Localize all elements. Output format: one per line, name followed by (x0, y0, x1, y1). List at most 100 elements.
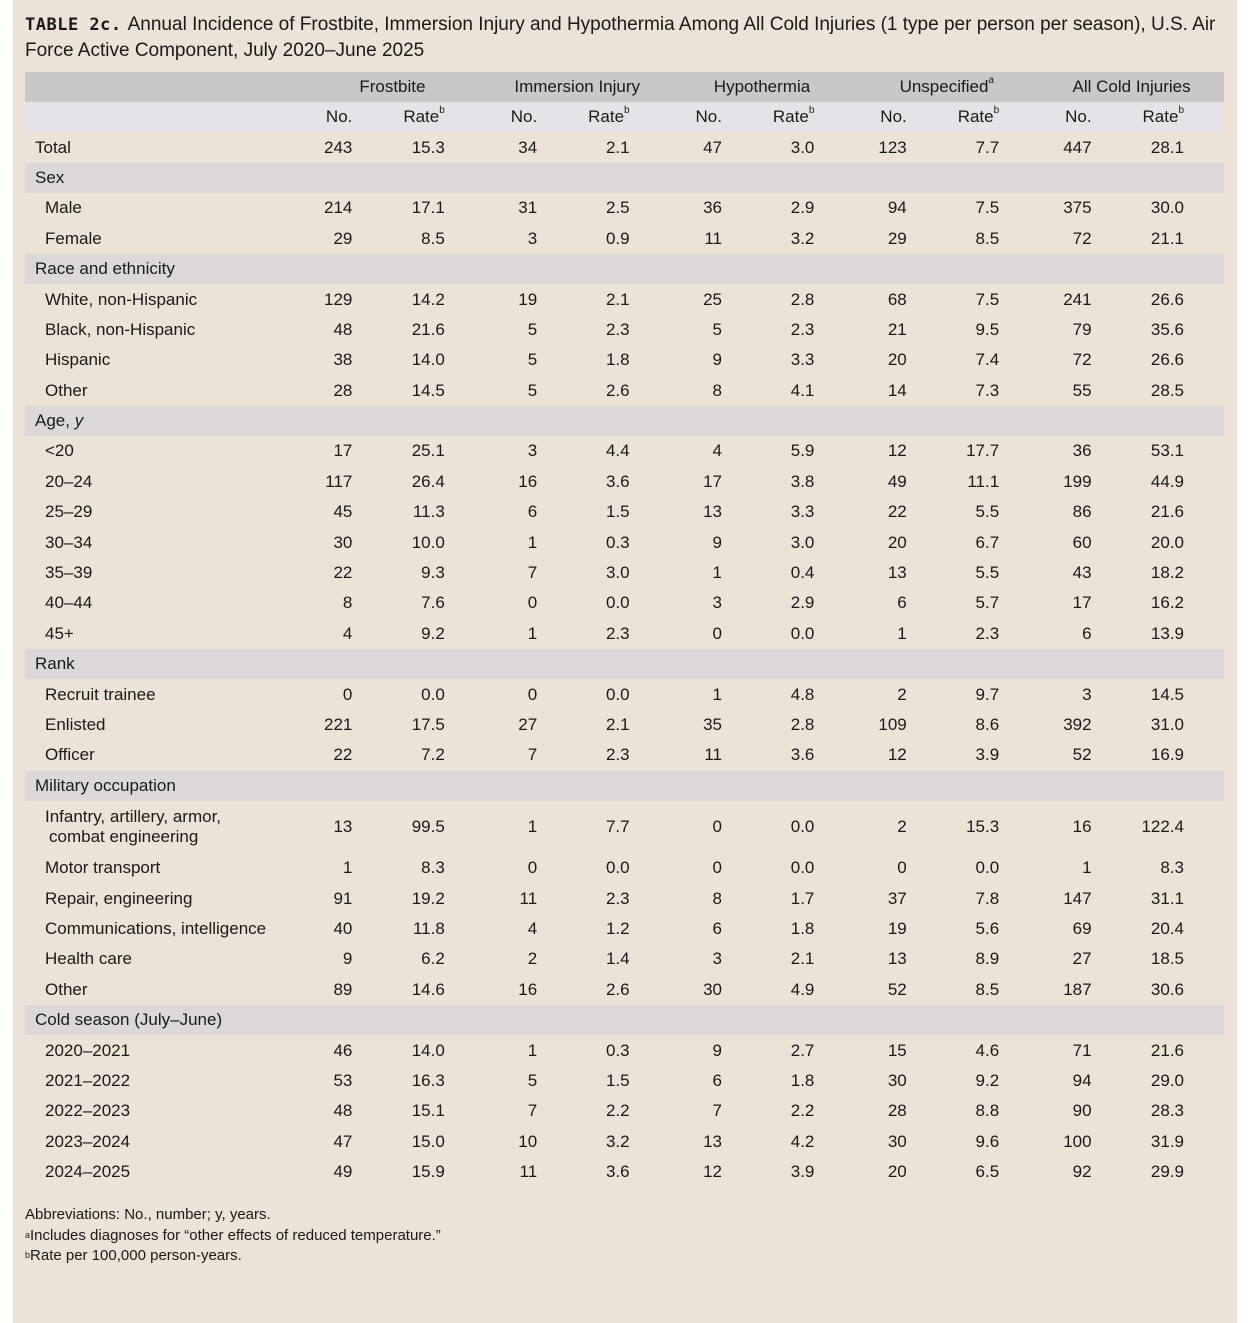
cell: 100 (1063, 1131, 1092, 1151)
data-row: Health care 9 6.2 2 1.4 3 2.1 13 8.9 27 18.5 (25, 944, 1224, 974)
row-label-text: <20 (45, 441, 74, 461)
cell: 7 (527, 1101, 538, 1121)
cell: 2.1 (605, 715, 630, 734)
cell: 2.8 (790, 289, 815, 309)
row-label-text: Motor transport (45, 858, 161, 878)
cell: 5 (527, 380, 538, 400)
row-label-text: 45+ (45, 623, 74, 643)
cell: 14 (887, 380, 907, 400)
cell: 44.9 (1150, 471, 1184, 491)
cell: 2.3 (605, 745, 630, 765)
cell: 15.0 (411, 1131, 445, 1151)
cell: 2.2 (605, 1101, 630, 1121)
cell: 6.5 (975, 1162, 1000, 1182)
cell: 30 (333, 532, 353, 552)
cell: 7.7 (605, 816, 630, 836)
rate-label: Rate (772, 107, 809, 127)
section-text: Rank (35, 654, 75, 674)
data-row: 2022–2023 48 15.1 7 2.2 7 2.2 28 8.8 90 28.3 (25, 1096, 1224, 1126)
count-header: No. (484, 102, 578, 133)
section-row: Age, y (25, 405, 1224, 437)
cell: 20 (887, 532, 907, 552)
row-label-text: Enlisted (45, 715, 106, 734)
cell: 1 (712, 684, 722, 704)
cell: 5 (712, 319, 722, 339)
cell: 48 (333, 319, 353, 339)
cell: 1 (527, 1040, 538, 1060)
cell: 0.3 (605, 532, 630, 552)
cell: 16 (518, 979, 538, 999)
cell: 3.0 (790, 137, 815, 157)
cell: 17.1 (411, 198, 445, 218)
cell: 30 (703, 979, 722, 999)
cell: 38 (333, 350, 353, 370)
cell: 0 (342, 684, 353, 704)
cell: 49 (887, 471, 907, 491)
corner (25, 72, 300, 102)
cell: 35.6 (1150, 319, 1184, 339)
cell: 8 (712, 888, 722, 908)
cell: 9.2 (975, 1070, 1000, 1090)
subheader-row: No. Rateb No. Rateb No. Rateb No. Rateb No. Rateb (25, 102, 1224, 133)
cell: 13 (703, 502, 722, 522)
cell: 13 (887, 949, 907, 969)
row-label: Infantry, artillery, armor, combat engine… (25, 801, 300, 853)
cell: 60 (1072, 532, 1092, 552)
row-label: Total (25, 132, 300, 162)
cell: 9 (342, 949, 353, 969)
cell: 1 (342, 858, 353, 878)
cell: 69 (1072, 918, 1092, 938)
data-row: Other 89 14.6 16 2.6 30 4.9 52 8.5 187 30.6 (25, 975, 1224, 1005)
cell: 0.0 (975, 858, 1000, 878)
cell: 6 (897, 593, 907, 613)
cell: 3 (527, 228, 538, 248)
cell: 147 (1063, 888, 1092, 908)
rate-label: Rate (1142, 107, 1179, 127)
cell: 14.0 (411, 1040, 445, 1060)
cell: 21.6 (1150, 502, 1184, 522)
cell: 19 (887, 918, 907, 938)
cell: 9.6 (975, 1131, 1000, 1151)
cell: 8.8 (975, 1101, 1000, 1121)
cell: 72 (1072, 228, 1092, 248)
cell: 2.1 (790, 949, 815, 969)
group-header: Hypothermia (669, 72, 855, 102)
cell: 1 (1082, 858, 1092, 878)
row-label: Health care (25, 944, 300, 974)
table-panel: TABLE 2c. Annual Incidence of Frostbite, … (13, 0, 1237, 1323)
cell: 15.1 (411, 1101, 445, 1121)
row-label-text: White, non-Hispanic (45, 289, 198, 309)
cell: 11.8 (412, 918, 445, 938)
row-label-text: 2023–2024 (45, 1131, 131, 1151)
row-label: 2024–2025 (25, 1157, 300, 1187)
cell: 9.5 (975, 319, 1000, 339)
cell: 221 (324, 715, 353, 734)
cell: 20 (887, 350, 907, 370)
cell: 29 (887, 228, 907, 248)
row-label: Repair, engineering (25, 883, 300, 913)
cell: 14.0 (411, 350, 445, 370)
cell: 9 (712, 350, 722, 370)
row-label-text: 40–44 (45, 593, 93, 613)
cell: 4.6 (975, 1040, 1000, 1060)
cell: 2 (527, 949, 538, 969)
cell: 17.7 (966, 441, 1000, 461)
cell: 17 (1072, 593, 1092, 613)
row-label: White, non-Hispanic (25, 284, 300, 314)
rate-header: Rateb (761, 102, 855, 133)
cell: 45 (333, 502, 353, 522)
cell: 2.1 (605, 137, 630, 157)
cell: 25.1 (411, 441, 445, 461)
row-label: Black, non-Hispanic (25, 315, 300, 345)
cell: 1 (897, 623, 907, 643)
section-row: Sex (25, 162, 1224, 194)
cell: 2.9 (790, 593, 815, 613)
row-label-text: Female (45, 228, 102, 248)
section-row: Cold season (July–June) (25, 1004, 1224, 1036)
row-label: 2020–2021 (25, 1035, 300, 1065)
cell: 129 (324, 289, 353, 309)
cell: 3.9 (975, 745, 1000, 765)
row-label: 40–44 (25, 588, 300, 618)
rate-header: Rateb (1131, 102, 1224, 133)
cell: 7.8 (975, 888, 1000, 908)
